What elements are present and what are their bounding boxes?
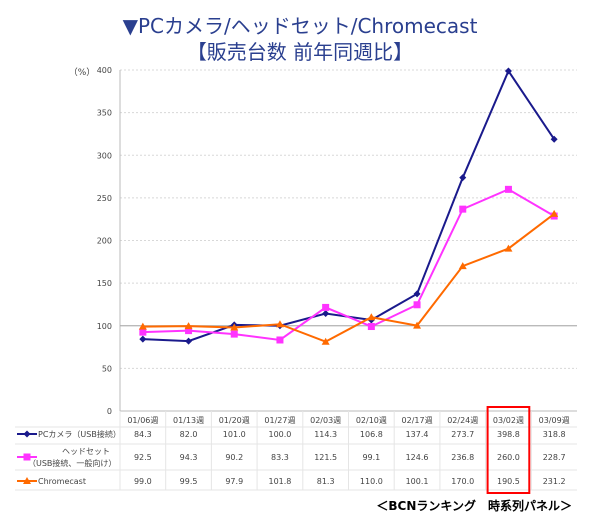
data-value: 90.2 <box>225 453 243 462</box>
y-tick-label: 150 <box>97 279 112 288</box>
x-tick-label: 02/10週 <box>356 416 387 425</box>
data-point <box>275 320 284 328</box>
data-value: 110.0 <box>360 477 383 486</box>
data-value: 84.3 <box>134 430 152 439</box>
data-value: 100.1 <box>406 477 429 486</box>
data-value: 137.4 <box>406 430 429 439</box>
data-value: 92.5 <box>134 453 152 462</box>
y-tick-label: 100 <box>97 322 112 331</box>
y-tick-label: 250 <box>97 194 112 203</box>
legend-label: Chromecast <box>38 477 86 486</box>
data-point <box>550 209 559 217</box>
y-tick-label: 0 <box>107 407 112 416</box>
data-point <box>184 322 193 330</box>
y-tick-label: 50 <box>102 364 112 373</box>
data-point <box>367 313 376 321</box>
data-point <box>459 174 467 182</box>
data-point <box>139 328 147 336</box>
data-value: 398.8 <box>497 430 520 439</box>
x-tick-label: 01/06週 <box>127 416 158 425</box>
data-value: 121.5 <box>314 453 337 462</box>
data-value: 82.0 <box>180 430 198 439</box>
y-tick-label: 400 <box>97 66 112 75</box>
legend-marker <box>23 477 31 484</box>
x-tick-label: 02/03週 <box>310 416 341 425</box>
series-line <box>142 213 555 343</box>
data-value: 83.3 <box>271 453 289 462</box>
data-value: 94.3 <box>180 453 198 462</box>
x-tick-label: 01/20週 <box>219 416 250 425</box>
source-note: ＜BCNランキング 時系列パネル＞ <box>376 499 572 513</box>
y-tick-label: 350 <box>97 109 112 118</box>
data-value: 273.7 <box>451 430 474 439</box>
data-value: 101.8 <box>268 477 291 486</box>
data-value: 318.8 <box>543 430 566 439</box>
data-point <box>504 67 512 75</box>
data-point <box>139 335 147 343</box>
data-value: 260.0 <box>497 453 520 462</box>
legend-marker <box>23 453 31 461</box>
chart-title: ▼PCカメラ/ヘッドセット/Chromecast <box>122 14 478 38</box>
data-point <box>322 303 330 311</box>
data-value: 99.0 <box>134 477 152 486</box>
data-point <box>504 185 512 193</box>
y-tick-label: 300 <box>97 151 112 160</box>
data-value: 124.6 <box>406 453 429 462</box>
data-value: 236.8 <box>451 453 474 462</box>
data-point <box>276 336 284 344</box>
x-tick-label: 02/24週 <box>447 416 478 425</box>
data-value: 97.9 <box>225 477 243 486</box>
data-value: 190.5 <box>497 477 520 486</box>
data-value: 100.0 <box>268 430 291 439</box>
highlight-box <box>486 406 531 494</box>
data-point <box>321 337 330 345</box>
data-point <box>185 337 193 345</box>
data-point <box>413 290 421 298</box>
x-tick-label: 01/13週 <box>173 416 204 425</box>
data-point <box>413 301 421 309</box>
data-point <box>367 323 375 331</box>
data-value: 114.3 <box>314 430 337 439</box>
legend-label: ヘッドセット <box>62 447 110 456</box>
data-value: 170.0 <box>451 477 474 486</box>
data-value: 106.8 <box>360 430 383 439</box>
x-tick-label: 03/09週 <box>539 416 570 425</box>
data-point <box>459 205 467 213</box>
series-line <box>142 68 555 343</box>
data-point <box>230 323 239 331</box>
x-tick-label: 01/27週 <box>264 416 295 425</box>
legend-marker <box>23 430 31 438</box>
data-point <box>230 330 238 338</box>
data-point <box>458 262 467 270</box>
chart-subtitle: 【販売台数 前年同週比】 <box>186 40 414 64</box>
legend-label: PCカメラ（USB接続） <box>38 429 121 439</box>
series-line <box>142 188 555 342</box>
y-tick-label: 200 <box>97 237 112 246</box>
data-value: 99.1 <box>362 453 380 462</box>
x-tick-label: 02/17週 <box>402 416 433 425</box>
data-point <box>138 322 147 330</box>
data-point <box>413 321 422 329</box>
data-value: 231.2 <box>543 477 566 486</box>
data-value: 81.3 <box>317 477 335 486</box>
x-tick-label: 03/02週 <box>493 416 524 425</box>
data-value: 228.7 <box>543 453 566 462</box>
data-point <box>504 244 513 252</box>
y-axis-label: （%） <box>69 67 96 78</box>
data-value: 99.5 <box>180 477 198 486</box>
data-point <box>550 135 558 143</box>
data-point <box>322 310 330 318</box>
data-value: 101.0 <box>223 430 246 439</box>
data-point <box>185 327 193 335</box>
legend-label: （USB接続、一般向け） <box>28 458 116 468</box>
